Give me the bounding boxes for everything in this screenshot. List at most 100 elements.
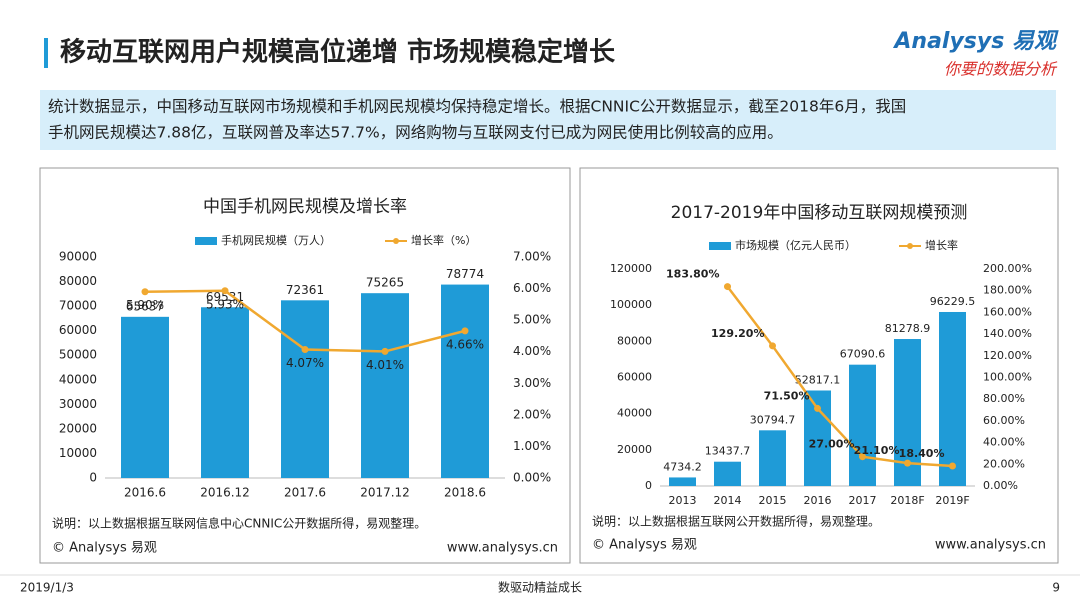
title-bar <box>44 38 48 68</box>
x-tick-label: 2017 <box>849 494 877 507</box>
footer-slogan: 数驱动精益成长 <box>498 580 582 595</box>
y2-tick-label: 3.00% <box>513 376 551 390</box>
y-tick-label: 20000 <box>617 443 652 456</box>
y2-tick-label: 80.00% <box>983 392 1025 405</box>
line-point <box>381 347 389 355</box>
y-tick-label: 70000 <box>59 299 97 313</box>
bar <box>939 311 966 486</box>
line-point <box>221 287 229 295</box>
line-point <box>769 342 776 350</box>
legend-label: 增长率（%） <box>411 233 476 247</box>
bar <box>361 293 409 478</box>
bar-label: 78774 <box>446 267 484 281</box>
x-tick-label: 2016.12 <box>200 486 250 500</box>
x-tick-label: 2018F <box>890 494 924 507</box>
chart-note: 说明：以上数据根据互联网公开数据所得，易观整理。 <box>592 514 880 529</box>
line-point <box>949 462 956 470</box>
y2-tick-label: 5.00% <box>513 313 551 327</box>
y-tick-label: 40000 <box>617 407 652 420</box>
x-tick-label: 2014 <box>714 494 742 507</box>
line <box>726 285 953 468</box>
x-tick-label: 2017.12 <box>360 486 410 500</box>
bar-label: 13437.7 <box>705 445 751 458</box>
y2-tick-label: 20.00% <box>983 457 1025 470</box>
y-tick-label: 30000 <box>59 397 97 411</box>
legend-label: 手机网民规模（万人） <box>221 233 331 247</box>
y-tick-label: 0 <box>89 471 97 485</box>
chart-source: © Analysys 易观 <box>52 541 157 556</box>
logo: Analysys 易观 <box>892 29 1059 54</box>
chart-title: 2017-2019年中国移动互联网规模预测 <box>671 203 968 223</box>
line-label: 18.40% <box>899 447 945 460</box>
line-label: 5.90% <box>126 298 164 312</box>
y2-tick-label: 6.00% <box>513 281 551 295</box>
legend-label: 增长率 <box>925 238 958 252</box>
line-point <box>724 283 731 291</box>
line-label: 71.50% <box>764 389 810 402</box>
line-label: 4.07% <box>286 356 324 370</box>
summary-line: 手机网民规模达7.88亿，互联网普及率达57.7%，网络购物与互联网支付已成为网… <box>48 123 783 142</box>
x-tick-label: 2017.6 <box>284 486 326 500</box>
line-label: 183.80% <box>666 268 719 281</box>
y2-tick-label: 120.00% <box>983 349 1032 362</box>
y2-tick-label: 140.00% <box>983 327 1032 340</box>
bar <box>441 284 489 478</box>
legend-swatch <box>195 237 217 245</box>
y2-tick-label: 2.00% <box>513 407 551 421</box>
line-point <box>301 346 309 354</box>
line-point <box>814 404 821 412</box>
summary-box <box>40 90 1056 150</box>
chart-source: www.analysys.cn <box>935 538 1046 553</box>
bar <box>714 461 741 486</box>
footer-date: 2019/1/3 <box>20 581 74 595</box>
chart-source: www.analysys.cn <box>447 541 558 556</box>
chart-source: © Analysys 易观 <box>592 538 697 553</box>
bar-label: 52817.1 <box>795 373 841 386</box>
y-tick-label: 40000 <box>59 372 97 386</box>
bar-label: 65637 <box>126 299 164 313</box>
legend-swatch <box>709 242 731 250</box>
x-tick-label: 2019F <box>935 494 969 507</box>
x-tick-label: 2016 <box>804 494 832 507</box>
y-tick-label: 10000 <box>59 446 97 460</box>
y2-tick-label: 180.00% <box>983 284 1032 297</box>
y-tick-label: 90000 <box>59 250 97 264</box>
bar <box>121 316 169 478</box>
line-point <box>859 453 866 461</box>
y2-tick-label: 0.00% <box>513 471 551 485</box>
bar <box>201 307 249 478</box>
line-label: 27.00% <box>809 438 855 451</box>
y2-tick-label: 200.00% <box>983 262 1032 275</box>
line-label: 4.01% <box>366 358 404 372</box>
bar-label: 30794.7 <box>750 413 796 426</box>
bar-label: 72361 <box>286 283 324 297</box>
y2-tick-label: 40.00% <box>983 436 1025 449</box>
x-tick-label: 2016.6 <box>124 486 166 500</box>
y2-tick-label: 4.00% <box>513 344 551 358</box>
y-tick-label: 80000 <box>617 334 652 347</box>
y-tick-label: 120000 <box>610 262 652 275</box>
line-label: 129.20% <box>711 327 764 340</box>
line-point <box>904 459 911 467</box>
line-label: 5.93% <box>206 297 244 311</box>
y-tick-label: 60000 <box>617 371 652 384</box>
panel <box>579 167 1059 564</box>
y2-tick-label: 160.00% <box>983 305 1032 318</box>
bar-label: 69531 <box>206 290 244 304</box>
x-tick-label: 2013 <box>669 494 697 507</box>
x-tick-label: 2015 <box>759 494 787 507</box>
y2-tick-label: 1.00% <box>513 439 551 453</box>
legend-swatch <box>907 243 913 249</box>
x-tick-label: 2018.6 <box>444 486 486 500</box>
summary-line: 统计数据显示，中国移动互联网市场规模和手机网民规模均保持稳定增长。根据CNNIC… <box>48 98 906 116</box>
slide-title: 移动互联网用户规模高位递增 市场规模稳定增长 <box>60 37 616 68</box>
y-tick-label: 0 <box>645 479 652 492</box>
y-tick-label: 80000 <box>59 274 97 288</box>
bar <box>669 477 696 486</box>
y2-tick-label: 0.00% <box>983 479 1018 492</box>
bar-label: 96229.5 <box>930 295 976 308</box>
y2-tick-label: 60.00% <box>983 414 1025 427</box>
chart-note: 说明：以上数据根据互联网信息中心CNNIC公开数据所得，易观整理。 <box>52 516 426 531</box>
page-number: 9 <box>1052 581 1060 595</box>
y-tick-label: 100000 <box>610 298 652 311</box>
